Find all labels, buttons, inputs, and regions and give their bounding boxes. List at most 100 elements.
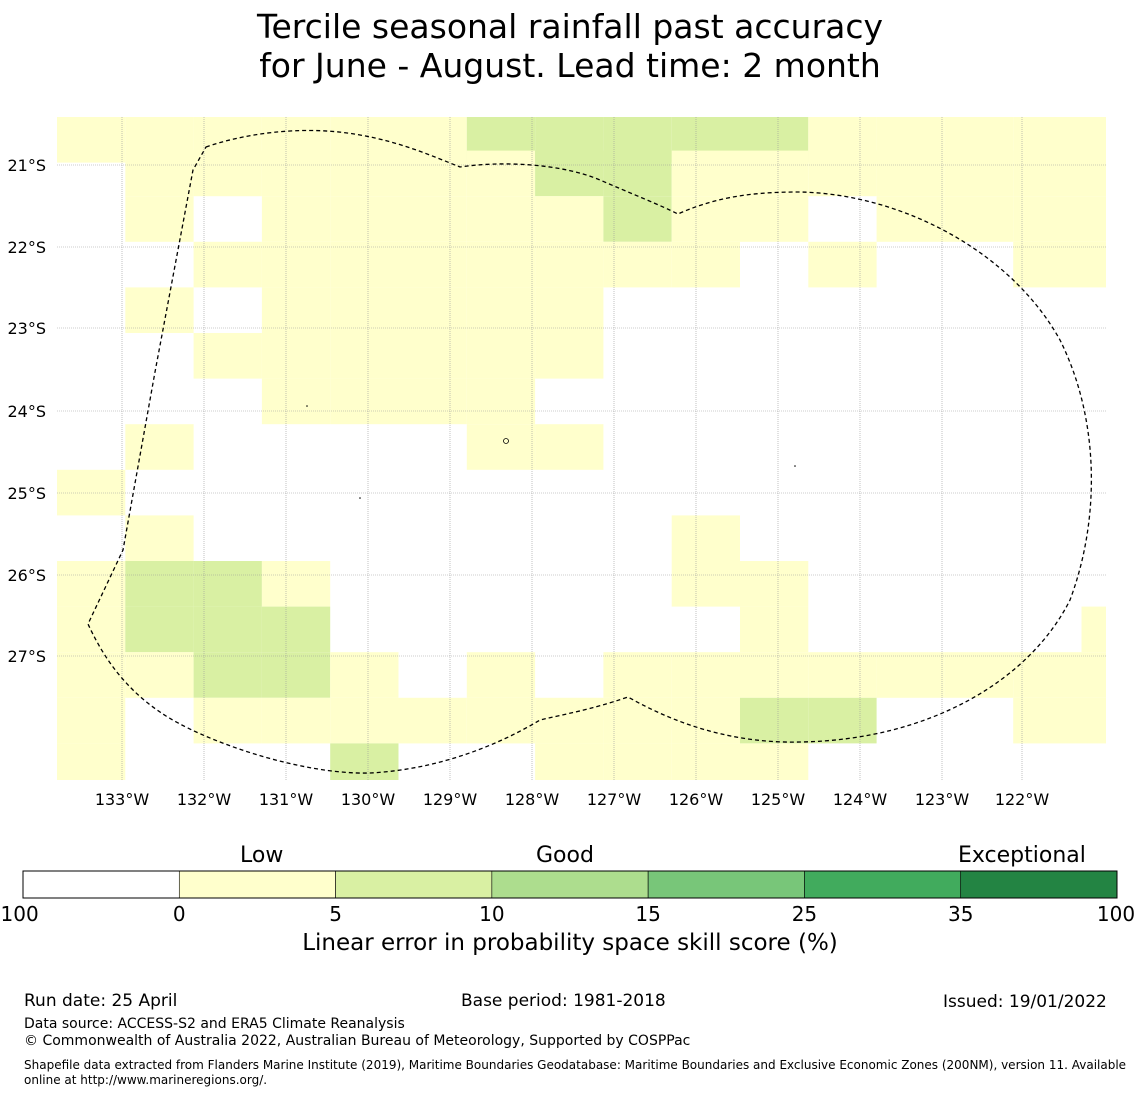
- copyright: © Commonwealth of Australia 2022, Austra…: [24, 1033, 691, 1049]
- skill-cell: [535, 333, 604, 379]
- skill-cell: [671, 561, 740, 607]
- skill-cell: [1013, 150, 1082, 197]
- skill-cell: [466, 424, 536, 470]
- colorbar-segment: [178, 870, 336, 899]
- skill-cell: [535, 424, 604, 470]
- shapefile-credit-line-1: Shapefile data extracted from Flanders M…: [24, 1058, 1127, 1072]
- skill-cell: [330, 150, 399, 197]
- skill-cell: [740, 150, 809, 197]
- skill-cell: [261, 333, 331, 379]
- lon-tick-label: 129°W: [423, 790, 478, 809]
- colorbar-frame: [22, 870, 1118, 899]
- colorbar-tick: 5: [329, 902, 342, 926]
- skill-cell: [261, 652, 331, 698]
- lat-tick-label: 26°S: [7, 566, 46, 585]
- skill-cell: [603, 652, 672, 698]
- skill-cell: [193, 697, 262, 744]
- lon-tick-label: 127°W: [587, 790, 642, 809]
- chart-title-line-1: Tercile seasonal rainfall past accuracy: [256, 7, 884, 46]
- colorbar-segment: [335, 870, 493, 899]
- skill-cell: [330, 743, 399, 780]
- skill-cell: [808, 697, 877, 744]
- skill-cell: [671, 743, 740, 780]
- eez-boundary: [87, 129, 1093, 774]
- gridlines: [57, 117, 1106, 780]
- lon-tick-label: 126°W: [669, 790, 724, 809]
- skill-cell: [740, 606, 809, 653]
- skill-cell: [1013, 241, 1082, 288]
- skill-cell: [535, 697, 604, 744]
- lat-tick-label: 23°S: [7, 319, 46, 338]
- lon-tick-label: 132°W: [177, 790, 232, 809]
- skill-cell: [808, 241, 877, 288]
- skill-cell: [876, 150, 945, 197]
- skill-cell: [330, 287, 399, 333]
- lat-tick-label: 21°S: [7, 156, 46, 175]
- colorbar-category-good: Good: [536, 843, 594, 868]
- skill-cell: [330, 378, 399, 425]
- skill-cell: [876, 652, 945, 698]
- island-marker: [306, 405, 308, 407]
- colorbar-segment: [804, 870, 962, 899]
- skill-cell: [330, 333, 399, 379]
- colorbar-label: Linear error in probability space skill …: [302, 930, 838, 956]
- skill-cell: [1013, 652, 1082, 698]
- skill-cell: [57, 117, 126, 163]
- skill-cell: [330, 196, 399, 242]
- skill-cell: [57, 743, 126, 780]
- island-marker: [503, 438, 509, 444]
- skill-cell: [740, 743, 809, 780]
- skill-cell: [398, 241, 467, 288]
- eez-boundary-line: [87, 129, 1093, 774]
- skill-cell: [944, 150, 1014, 197]
- skill-cell: [261, 606, 331, 653]
- skill-cell: [1013, 196, 1082, 242]
- skill-cell: [1081, 196, 1106, 242]
- skill-cell: [603, 743, 672, 780]
- skill-cell: [125, 150, 194, 197]
- data-source: Data source: ACCESS-S2 and ERA5 Climate …: [24, 1016, 405, 1032]
- skill-cell: [57, 606, 126, 653]
- skill-cell: [1081, 697, 1106, 744]
- skill-cell: [671, 652, 740, 698]
- skill-cell: [261, 287, 331, 333]
- skill-cell: [398, 287, 467, 333]
- skill-cell: [535, 241, 604, 288]
- skill-cell: [671, 515, 740, 561]
- skill-cell: [603, 241, 672, 288]
- skill-cell: [535, 150, 604, 197]
- skill-cell: [535, 196, 604, 242]
- skill-cell: [261, 150, 331, 197]
- skill-cell: [398, 150, 467, 197]
- lat-tick-label: 25°S: [7, 484, 46, 503]
- lon-tick-label: 125°W: [751, 790, 806, 809]
- skill-cell: [671, 150, 740, 197]
- skill-cell: [261, 378, 331, 425]
- colorbar-tick: 0: [172, 902, 186, 926]
- colorbar-category-low: Low: [240, 843, 284, 868]
- skill-cell: [1013, 697, 1082, 744]
- skill-cell: [261, 196, 331, 242]
- lon-tick-label: 133°W: [95, 790, 150, 809]
- lon-tick-label: 122°W: [995, 790, 1050, 809]
- lon-tick-label: 123°W: [915, 790, 970, 809]
- skill-cell: [466, 196, 536, 242]
- skill-cell: [193, 333, 262, 379]
- skill-cell: [193, 561, 262, 607]
- skill-cell: [535, 287, 604, 333]
- skill-cell: [261, 561, 331, 607]
- skill-cell: [466, 287, 536, 333]
- skill-cell: [603, 196, 672, 242]
- colorbar-tick: -100: [0, 902, 39, 926]
- lon-tick-label: 131°W: [259, 790, 314, 809]
- skill-cell: [466, 378, 536, 425]
- skill-cell: [876, 196, 945, 242]
- skill-cell: [1081, 606, 1106, 653]
- skill-cell: [261, 241, 331, 288]
- island-marker: [359, 497, 361, 499]
- lat-tick-label: 27°S: [7, 647, 46, 666]
- skill-cell: [466, 241, 536, 288]
- skill-cell: [466, 652, 536, 698]
- skill-cell: [125, 424, 194, 470]
- lat-tick-label: 22°S: [7, 238, 46, 257]
